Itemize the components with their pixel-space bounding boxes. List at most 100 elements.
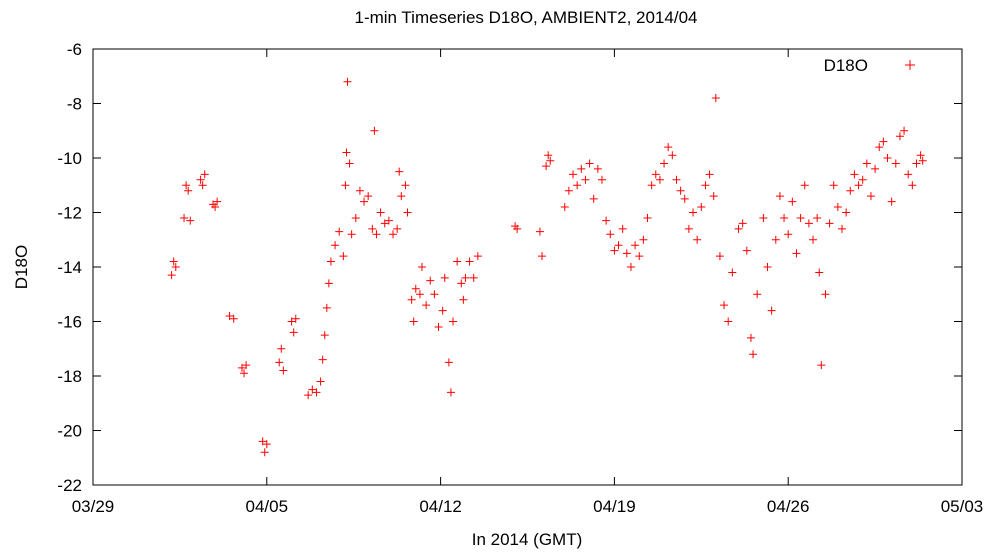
data-point <box>577 164 586 173</box>
data-point <box>660 159 669 168</box>
x-tick-label: 04/19 <box>593 497 636 516</box>
data-point <box>184 186 193 195</box>
data-point <box>364 192 373 201</box>
data-point <box>403 208 412 217</box>
data-point <box>351 213 360 222</box>
data-point <box>581 175 590 184</box>
data-point <box>380 219 389 228</box>
data-point <box>602 216 611 225</box>
data-point <box>312 388 321 397</box>
data-point <box>289 328 298 337</box>
data-point <box>585 159 594 168</box>
data-point <box>900 126 909 135</box>
data-point <box>842 208 851 217</box>
data-point <box>376 208 385 217</box>
data-point <box>542 162 551 171</box>
data-point <box>473 252 482 261</box>
data-point <box>631 241 640 250</box>
data-points <box>167 77 927 457</box>
data-point <box>858 175 867 184</box>
data-point <box>908 181 917 190</box>
data-point <box>711 94 720 103</box>
y-tick-label: -6 <box>67 40 82 59</box>
data-point <box>697 203 706 212</box>
x-tick-label: 05/03 <box>941 497 984 516</box>
data-point <box>664 143 673 152</box>
data-point <box>684 224 693 233</box>
data-point <box>817 361 826 370</box>
data-point <box>275 358 284 367</box>
data-point <box>813 213 822 222</box>
data-point <box>308 385 317 394</box>
data-point <box>597 175 606 184</box>
data-point <box>622 249 631 258</box>
legend-marker <box>905 60 915 70</box>
data-point <box>800 181 809 190</box>
data-point <box>546 156 555 165</box>
data-point <box>200 170 209 179</box>
data-point <box>753 290 762 299</box>
data-point <box>440 273 449 282</box>
x-tick-label: 03/29 <box>72 497 115 516</box>
data-point <box>564 186 573 195</box>
y-tick-label: -22 <box>57 476 82 495</box>
y-tick-label: -16 <box>57 313 82 332</box>
data-point <box>459 295 468 304</box>
y-tick-label: -20 <box>57 422 82 441</box>
data-point <box>792 249 801 258</box>
data-point <box>821 290 830 299</box>
data-point <box>401 181 410 190</box>
data-point <box>326 257 335 266</box>
data-point <box>626 263 635 271</box>
data-point <box>469 273 478 282</box>
data-point <box>668 151 677 160</box>
data-point <box>316 377 325 386</box>
data-point <box>537 252 546 261</box>
data-point <box>426 276 435 285</box>
data-point <box>389 230 398 239</box>
data-point <box>883 154 892 162</box>
data-point <box>614 241 623 250</box>
data-point <box>916 151 925 160</box>
data-point <box>606 230 615 239</box>
data-point <box>457 279 466 288</box>
data-point <box>746 333 755 342</box>
data-point <box>368 224 377 233</box>
data-point <box>535 227 544 236</box>
data-point <box>912 159 921 168</box>
data-point <box>415 290 424 299</box>
data-point <box>237 363 246 372</box>
data-point <box>815 268 824 277</box>
data-point <box>771 235 780 244</box>
data-point <box>866 192 875 201</box>
x-axis-label: In 2014 (GMT) <box>472 530 583 549</box>
data-point <box>720 301 729 310</box>
data-point <box>825 219 834 228</box>
data-point <box>279 366 288 375</box>
data-point <box>809 235 818 244</box>
data-point <box>759 213 768 222</box>
data-point <box>240 369 249 378</box>
data-point <box>693 235 702 244</box>
plot-frame <box>92 48 963 486</box>
data-point <box>676 186 685 195</box>
data-point <box>213 197 222 206</box>
data-point <box>384 216 393 225</box>
y-tick-label: -12 <box>57 204 82 223</box>
data-point <box>242 361 251 370</box>
data-point <box>444 358 453 367</box>
data-point <box>434 322 443 331</box>
data-point <box>186 216 195 225</box>
data-point <box>355 186 364 195</box>
data-point <box>324 279 333 288</box>
data-point <box>804 219 813 228</box>
data-point <box>862 159 871 168</box>
data-point <box>569 170 578 179</box>
data-point <box>544 151 553 160</box>
data-point <box>262 440 271 449</box>
y-axis-label: D18O <box>12 245 31 289</box>
data-point <box>672 175 681 184</box>
data-point <box>320 331 329 340</box>
data-point <box>833 203 842 212</box>
